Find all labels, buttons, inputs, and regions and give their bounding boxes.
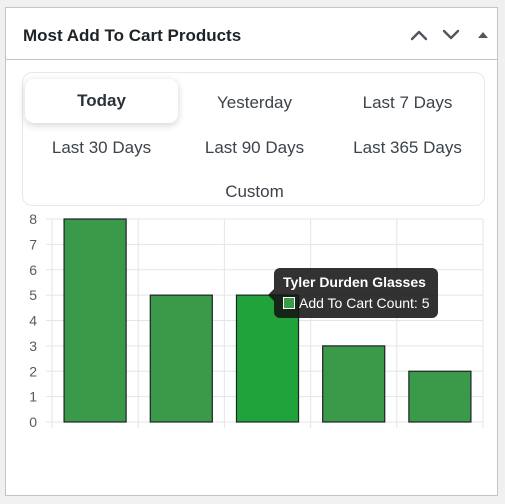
tab-last-365-days[interactable]: Last 365 Days [353, 138, 462, 157]
y-tick-label: 7 [29, 236, 37, 252]
bar [149, 294, 213, 423]
tab-last-30-days[interactable]: Last 30 Days [51, 138, 152, 157]
toggle-panel-button[interactable] [472, 24, 494, 46]
tab-yesterday[interactable]: Yesterday [217, 93, 292, 112]
date-range-tabs: Today Yesterday Last 7 Days Last 30 Days… [22, 72, 485, 206]
y-tick-label: 8 [29, 211, 37, 227]
tooltip-value: Add To Cart Count: 5 [299, 295, 430, 311]
chevron-up-icon [410, 30, 428, 41]
chevron-down-icon [442, 29, 460, 40]
y-tick-label: 0 [29, 414, 37, 430]
bar [322, 345, 386, 423]
bar [408, 370, 472, 423]
widget-title: Most Add To Cart Products [23, 26, 242, 45]
tab-last-7-days[interactable]: Last 7 Days [362, 93, 453, 112]
bar [63, 218, 127, 423]
chart-tooltip: Tyler Durden Glasses Add To Cart Count: … [267, 268, 439, 318]
y-tick-label: 3 [29, 338, 37, 354]
tooltip-title: Tyler Durden Glasses [283, 274, 426, 290]
y-tick-label: 2 [29, 363, 37, 379]
add-to-cart-chart: 0 1 2 3 4 5 6 7 8 [6, 208, 499, 440]
tab-today[interactable]: Today [25, 79, 178, 123]
move-up-button[interactable] [408, 24, 430, 46]
caret-up-icon [478, 32, 488, 38]
legend-swatch [283, 297, 295, 309]
y-tick-label: 6 [29, 262, 37, 278]
tab-custom[interactable]: Custom [225, 182, 284, 201]
y-tick-label: 5 [29, 287, 37, 303]
y-tick-label: 1 [29, 389, 37, 405]
tooltip-row: Add To Cart Count: 5 [283, 295, 429, 311]
bar-chart: 0 1 2 3 4 5 6 7 8 [29, 211, 484, 430]
move-down-button[interactable] [440, 24, 462, 46]
dashboard-widget: Most Add To Cart Products Today Yesterda… [5, 7, 498, 496]
widget-header: Most Add To Cart Products [6, 8, 497, 60]
tab-last-90-days[interactable]: Last 90 Days [204, 138, 305, 157]
y-tick-label: 4 [29, 313, 37, 329]
